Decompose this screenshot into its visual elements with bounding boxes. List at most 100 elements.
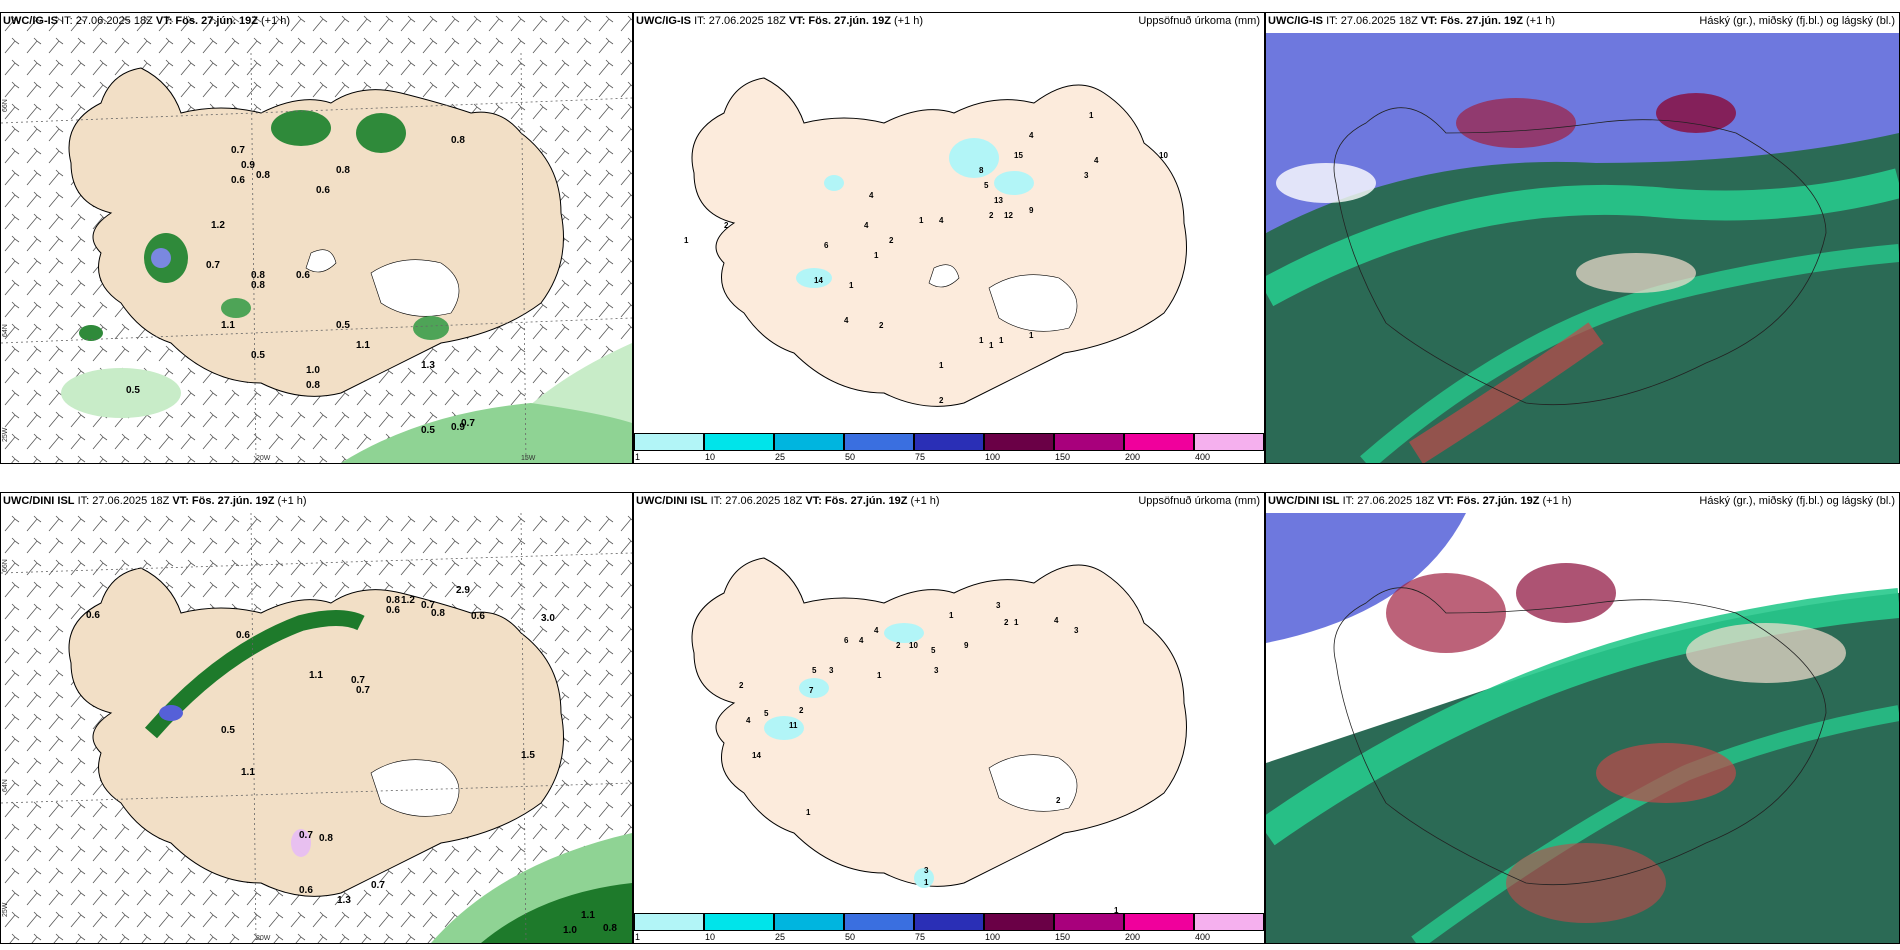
svg-text:1: 1 (806, 808, 811, 817)
panel-title: UWC/IG-IS IT: 27.06.2025 18Z VT: Fös. 27… (1268, 15, 1556, 27)
svg-text:0.7: 0.7 (351, 675, 365, 686)
iceland-land (691, 557, 1187, 887)
svg-text:1: 1 (919, 216, 924, 225)
svg-text:10: 10 (1159, 151, 1168, 160)
svg-text:1.2: 1.2 (401, 595, 415, 606)
svg-text:1: 1 (877, 671, 882, 680)
wind-map: 0.7 0.9 0.8 0.6 0.8 0.6 0.8 0.7 0.8 0.6 … (1, 13, 632, 463)
legend-label: 25 (775, 452, 786, 462)
svg-text:5: 5 (984, 181, 989, 190)
svg-text:1.1: 1.1 (356, 340, 370, 351)
svg-text:25W: 25W (2, 427, 9, 442)
svg-text:10: 10 (909, 641, 918, 650)
svg-text:11: 11 (789, 721, 798, 730)
legend-swatch (1124, 433, 1194, 451)
svg-text:0.6: 0.6 (299, 885, 313, 896)
legend-label: 200 (1125, 452, 1141, 462)
svg-text:1: 1 (1014, 618, 1019, 627)
top-wind-panel: UWC/IG-IS IT: 27.06.2025 18Z VT: Fös. 27… (0, 12, 633, 464)
legend-swatch (704, 913, 774, 931)
svg-text:2: 2 (989, 211, 994, 220)
panel-title: UWC/DINI ISL IT: 27.06.2025 18Z VT: Fös.… (636, 495, 940, 507)
svg-text:2.9: 2.9 (456, 585, 470, 596)
svg-text:64N: 64N (2, 324, 9, 337)
svg-text:0.6: 0.6 (471, 611, 485, 622)
svg-text:2: 2 (879, 321, 884, 330)
svg-text:3: 3 (924, 866, 929, 875)
wind-map: 0.6 0.6 0.7 0.8 0.6 1.2 0.7 0.8 1.1 0.7 … (1, 513, 632, 943)
panel-title: UWC/DINI ISL IT: 27.06.2025 18Z VT: Fös.… (1268, 495, 1572, 507)
svg-text:1.2: 1.2 (211, 220, 225, 231)
svg-text:0.6: 0.6 (316, 185, 330, 196)
svg-text:1: 1 (949, 611, 954, 620)
precip-legend: 1 10 25 50 75 100 150 200 400 (634, 433, 1264, 463)
panel-subtitle: Uppsöfnuð úrkoma (mm) (1138, 15, 1260, 27)
svg-text:2: 2 (896, 641, 901, 650)
svg-text:5: 5 (931, 646, 936, 655)
svg-text:1.1: 1.1 (309, 670, 323, 681)
svg-text:1: 1 (684, 236, 689, 245)
svg-text:1: 1 (874, 251, 879, 260)
svg-text:2: 2 (724, 221, 729, 230)
svg-text:25W: 25W (2, 902, 9, 917)
svg-text:9: 9 (1029, 206, 1034, 215)
legend-swatch (1124, 913, 1194, 931)
svg-text:12: 12 (1004, 211, 1013, 220)
svg-text:4: 4 (1029, 131, 1034, 140)
svg-text:0.8: 0.8 (256, 170, 270, 181)
svg-text:3: 3 (934, 666, 939, 675)
svg-text:15: 15 (1014, 151, 1023, 160)
bottom-wind-panel: UWC/DINI ISL IT: 27.06.2025 18Z VT: Fös.… (0, 492, 633, 944)
panel-title: UWC/IG-IS IT: 27.06.2025 18Z VT: Fös. 27… (636, 15, 924, 27)
svg-text:0.7: 0.7 (461, 418, 475, 429)
panel-title: UWC/DINI ISL IT: 27.06.2025 18Z VT: Fös.… (3, 495, 307, 507)
svg-text:0.5: 0.5 (421, 425, 435, 436)
legend-label: 10 (705, 932, 716, 942)
svg-text:0.5: 0.5 (221, 725, 235, 736)
svg-text:0.5: 0.5 (251, 350, 265, 361)
legend-swatch (774, 433, 844, 451)
legend-label: 400 (1195, 932, 1211, 942)
svg-text:4: 4 (859, 636, 864, 645)
legend-swatch (1194, 913, 1264, 931)
svg-text:1: 1 (849, 281, 854, 290)
legend-label: 1 (635, 932, 641, 942)
svg-text:3: 3 (829, 666, 834, 675)
svg-text:0.7: 0.7 (421, 600, 435, 611)
svg-text:1: 1 (1114, 906, 1119, 915)
legend-swatch (774, 913, 844, 931)
legend-swatch (1054, 913, 1124, 931)
svg-text:0.8: 0.8 (251, 280, 265, 291)
legend-swatch (984, 433, 1054, 451)
svg-text:1: 1 (979, 336, 984, 345)
svg-text:2: 2 (889, 236, 894, 245)
svg-text:4: 4 (869, 191, 874, 200)
svg-text:0.8: 0.8 (306, 380, 320, 391)
legend-swatch (914, 433, 984, 451)
svg-text:4: 4 (844, 316, 849, 325)
svg-text:1: 1 (989, 341, 994, 350)
svg-text:1.0: 1.0 (563, 925, 577, 936)
svg-text:0.9: 0.9 (451, 422, 465, 433)
svg-text:1: 1 (924, 878, 929, 887)
legend-swatch (914, 913, 984, 931)
svg-text:1: 1 (1089, 111, 1094, 120)
svg-text:1.3: 1.3 (421, 360, 435, 371)
svg-text:4: 4 (1054, 616, 1059, 625)
svg-text:0.5: 0.5 (336, 320, 350, 331)
svg-text:2: 2 (1004, 618, 1009, 627)
svg-text:0.8: 0.8 (386, 595, 400, 606)
svg-text:3: 3 (1074, 626, 1079, 635)
top-cloud-panel: UWC/IG-IS IT: 27.06.2025 18Z VT: Fös. 27… (1265, 12, 1900, 464)
svg-text:0.6: 0.6 (296, 270, 310, 281)
svg-text:1.5: 1.5 (521, 750, 535, 761)
svg-text:9: 9 (964, 641, 969, 650)
panel-subtitle: Uppsöfnuð úrkoma (mm) (1138, 495, 1260, 507)
cloud-map (1266, 513, 1899, 943)
legend-swatch (1194, 433, 1264, 451)
svg-text:15W: 15W (521, 455, 536, 462)
svg-text:0.5: 0.5 (126, 385, 140, 396)
svg-text:66N: 66N (2, 559, 9, 572)
svg-text:14: 14 (814, 276, 823, 285)
svg-text:1: 1 (1029, 331, 1034, 340)
